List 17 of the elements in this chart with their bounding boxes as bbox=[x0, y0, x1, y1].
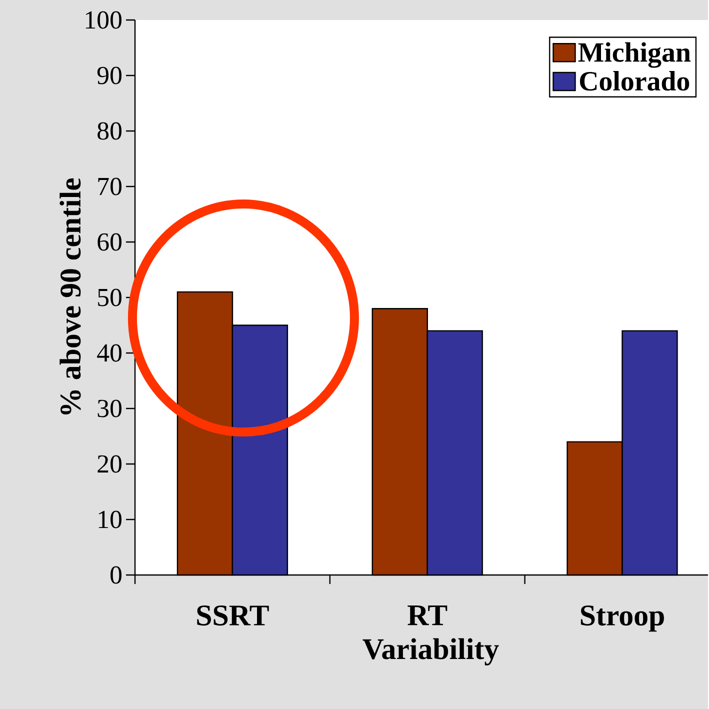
y-tick-label: 50 bbox=[98, 288, 122, 306]
x-tick-label: Stroop bbox=[581, 606, 664, 632]
y-tick-label: 90 bbox=[98, 66, 122, 84]
legend-label: Michigan bbox=[578, 42, 691, 68]
y-tick-label: 80 bbox=[98, 122, 122, 140]
y-tick-label: 30 bbox=[98, 400, 122, 418]
y-tick-label: 100 bbox=[86, 11, 122, 29]
legend-label: Colorado bbox=[580, 71, 690, 91]
x-tick-label: RT Variability bbox=[362, 606, 500, 666]
x-tick-label: SSRT bbox=[197, 606, 270, 626]
y-tick-label: 70 bbox=[98, 178, 122, 196]
y-tick-label: 40 bbox=[97, 344, 122, 362]
y-tick-label: 10 bbox=[99, 510, 122, 528]
y-tick-label: 60 bbox=[98, 233, 122, 251]
y-tick-label: 20 bbox=[98, 455, 122, 473]
y-axis-title: % above 90 centile bbox=[60, 178, 81, 414]
y-tick-label: 0 bbox=[110, 566, 122, 584]
